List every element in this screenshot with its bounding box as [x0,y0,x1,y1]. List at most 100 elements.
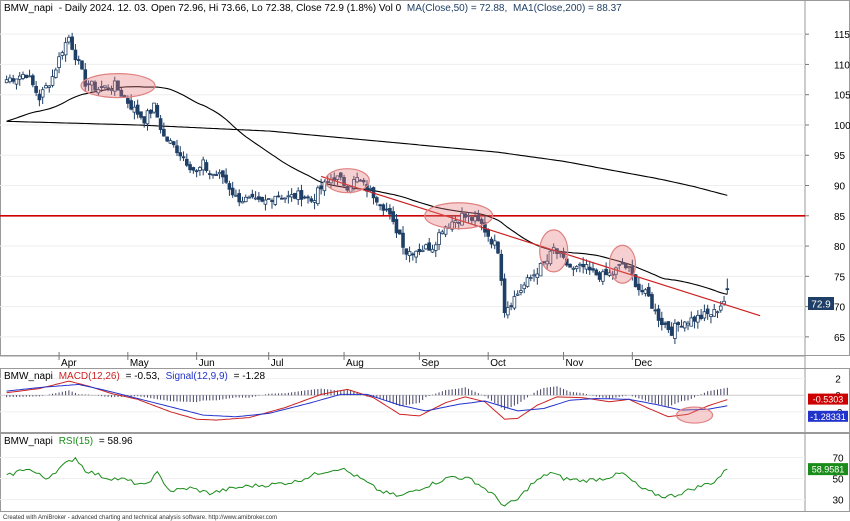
candle-up [217,171,222,175]
candle-down [135,104,140,115]
candle-down [70,36,74,50]
macd-line-path [6,380,728,421]
candle-down [391,211,395,222]
candle-down [623,263,628,269]
candle-down [676,322,680,326]
candle-down [666,321,671,330]
price-y-tick-label: 75 [834,272,846,283]
candle-down [669,326,674,336]
candle-up [201,159,205,171]
candle-down [11,78,15,82]
last-price-tag-text: 72.9 [811,300,831,311]
candle-down [663,322,667,325]
candle-down [456,221,461,224]
month-tick-label: Aug [346,358,364,369]
macd-value-tag-box [808,393,848,405]
candle-down [470,217,474,221]
candle-up [538,262,543,277]
month-tick-label: Oct [490,358,506,369]
candle-down [479,218,484,224]
price-y-tick-label: 110 [834,60,850,71]
candle-up [673,322,677,339]
candle-down [568,263,572,268]
candle-up [686,322,690,326]
candle-down [604,268,608,276]
candle-down [188,164,192,171]
macd-header-macd: MACD(12,26) [59,371,120,382]
candle-down [325,181,330,183]
rsi-value-tag-text: 58.9581 [812,465,845,475]
candle-up [198,167,202,171]
candle-down [37,93,42,101]
price-y-tick-label: 100 [834,121,850,132]
candle-down [381,204,386,211]
candle-down [158,118,163,130]
candle-up [4,79,9,84]
rsi-panel [0,433,850,512]
candle-down [119,89,124,97]
candle-down [165,136,169,142]
candle-down [270,200,274,202]
ma200-line [6,120,728,196]
candle-up [247,196,251,199]
candle-down [99,86,104,88]
candle-down [417,248,422,253]
candle-down [561,251,566,258]
candle-down [31,75,35,86]
candle-down [388,208,392,215]
candle-down [345,185,350,191]
candle-down [637,283,641,291]
candle-up [515,293,520,296]
candle-up [63,42,68,56]
candle-down [214,174,219,176]
candle-up [243,196,248,203]
x-month-tick-labels: Apr May Jun Jul Aug Sep Oct Nov Dec [58,352,652,369]
candle-up [316,187,320,205]
candle-down [299,190,304,200]
candle-down [148,109,153,114]
candle-up [296,190,300,200]
candle-down [486,229,490,237]
candle-up [132,106,137,113]
candle-up [263,199,268,205]
month-tick-label: Jun [199,358,215,369]
candle-up [712,309,717,317]
candle-up [152,102,156,113]
candle-down [660,317,664,326]
candle-up [27,75,32,78]
candle-down [699,314,703,319]
candle-up [17,75,22,80]
candle-down [155,104,160,118]
macd-highlight-ellipse [675,406,714,424]
last-price-tag: 72.9 [808,297,834,311]
price-y-tick-label: 90 [834,182,846,193]
candle-down [594,269,599,276]
highlight-ellipse [608,244,637,284]
candle-down [207,173,212,175]
candle-down [73,49,78,61]
price-y-tick-label: 105 [834,91,850,102]
candle-down [725,288,730,291]
candle-down [361,179,366,183]
candle-down [620,262,625,265]
candle-down [653,309,658,312]
candle-down [76,59,81,61]
candle-up [211,173,215,176]
candle-up [352,179,356,189]
candle-up [21,74,25,79]
candle-up [273,195,278,205]
macd-header-symbol: BMW_napi [4,371,53,382]
candle-up [40,89,45,98]
macd-header-signal-value: = -1.28 [234,371,266,382]
candle-up [96,89,101,94]
candle-up [643,289,648,294]
candle-up [578,263,582,266]
candle-down [139,111,143,118]
candle-down [24,74,29,78]
candle-down [384,208,389,211]
candle-down [276,195,281,198]
candle-down [358,179,363,182]
candle-down [640,290,644,293]
candle-down [656,308,661,321]
candle-down [591,268,595,271]
